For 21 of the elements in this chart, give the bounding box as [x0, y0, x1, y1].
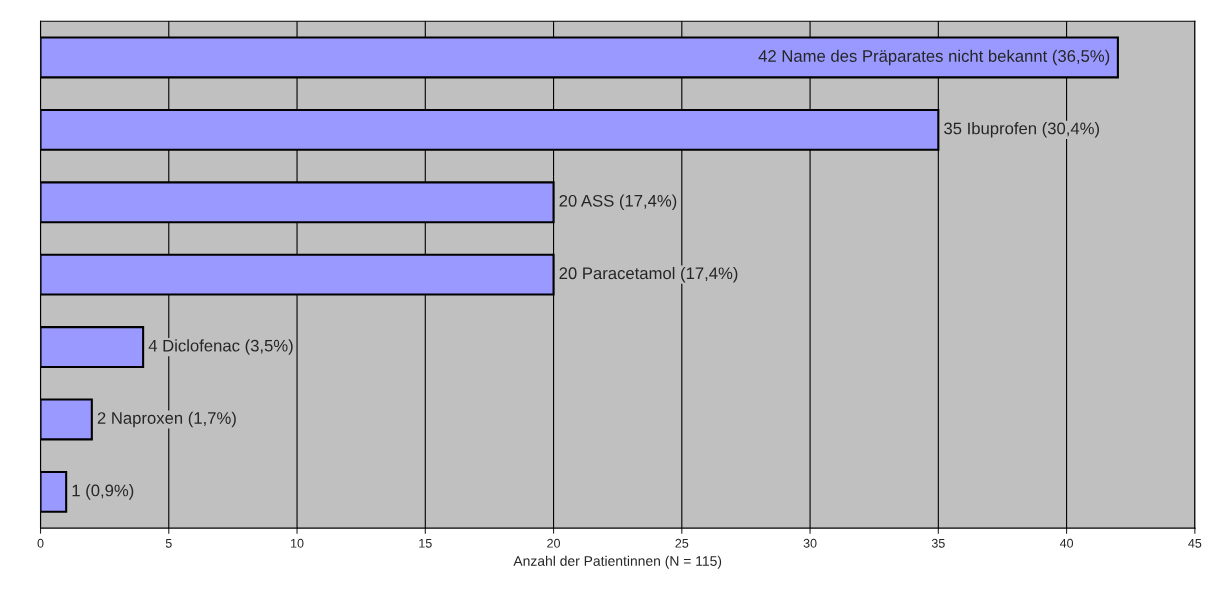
bar	[40, 398, 93, 441]
x-tick-label: 5	[165, 538, 172, 548]
x-tick-label: 10	[291, 538, 304, 548]
x-tick-label: 30	[803, 538, 817, 548]
data-label: 35 Ibuprofen (30,4%)	[944, 122, 1100, 138]
x-tick-label: 0	[37, 538, 44, 548]
x-tick-label: 25	[675, 538, 689, 548]
data-label: 20 ASS (17,4%)	[559, 194, 677, 211]
data-label: 4 Diclofenac (3,5%)	[148, 339, 293, 355]
bar	[40, 326, 145, 369]
x-tick-label: 15	[419, 538, 432, 548]
x-axis-title: Anzahl der Patientinnen (N = 115)	[513, 555, 722, 569]
data-label: 2 Naproxen (1,7%)	[97, 411, 236, 428]
data-label: 20 Paracetamol (17,4%)	[559, 266, 738, 283]
bar	[40, 470, 68, 513]
x-tick-label: 45	[1188, 538, 1202, 548]
x-tick-label: 40	[1059, 538, 1074, 548]
x-tick-label: 35	[931, 538, 945, 548]
x-tick-label: 20	[547, 538, 561, 548]
data-label: 1 (0,9%)	[72, 484, 134, 500]
data-label: 42 Name des Präparates nicht bekannt (36,5%)	[758, 49, 1110, 66]
